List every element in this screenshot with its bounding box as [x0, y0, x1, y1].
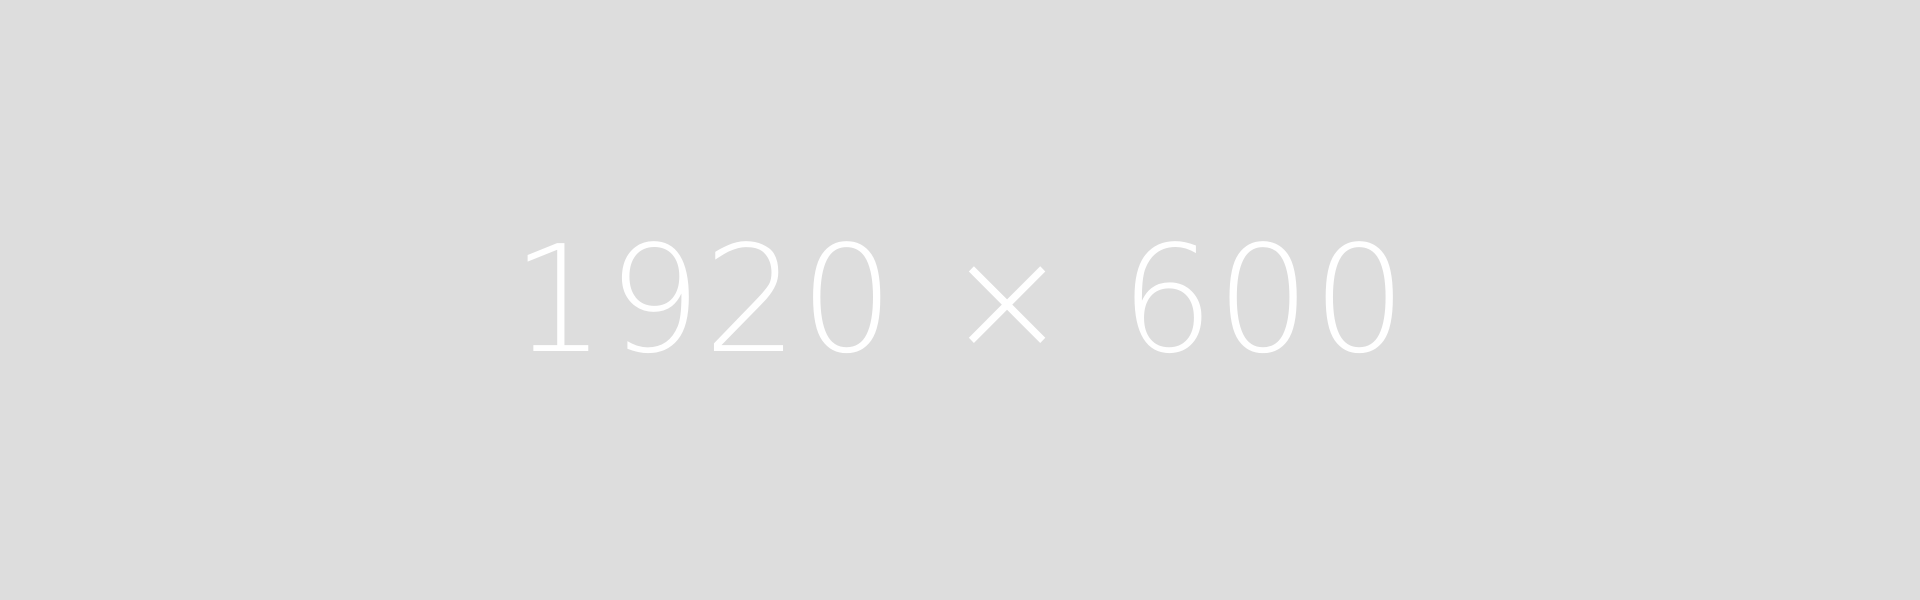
dimension-label: 1920 × 600: [511, 214, 1409, 386]
placeholder-image: 1920 × 600: [511, 214, 1409, 386]
